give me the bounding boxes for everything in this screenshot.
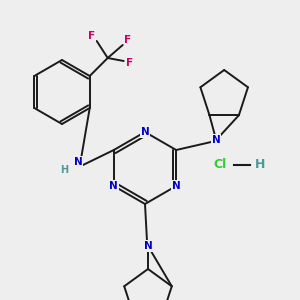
Text: F: F xyxy=(88,31,95,41)
Text: H: H xyxy=(255,158,265,172)
Text: N: N xyxy=(212,135,220,145)
Text: N: N xyxy=(141,127,149,137)
Text: F: F xyxy=(124,35,131,45)
Text: N: N xyxy=(110,181,118,191)
Text: H: H xyxy=(60,165,68,175)
Text: N: N xyxy=(74,157,82,167)
Text: F: F xyxy=(126,58,133,68)
Text: N: N xyxy=(144,241,152,251)
Text: N: N xyxy=(172,181,181,191)
Text: Cl: Cl xyxy=(213,158,226,172)
